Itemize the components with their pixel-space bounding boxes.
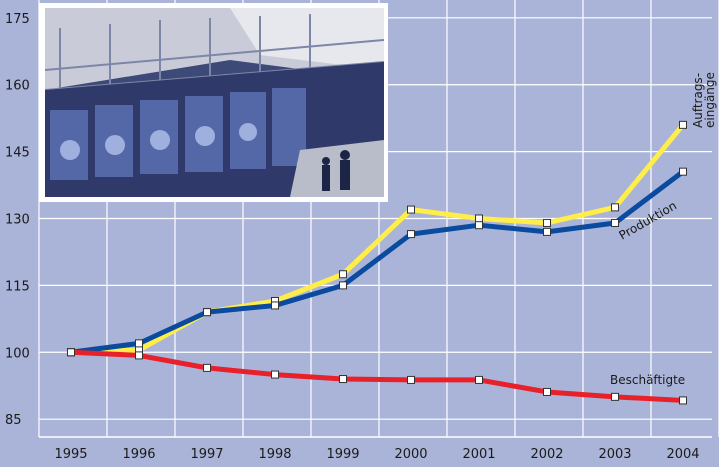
- x-tick-label: 2001: [462, 447, 495, 462]
- y-tick-label: 100: [5, 346, 30, 361]
- data-point: [67, 348, 75, 357]
- data-point: [135, 339, 143, 348]
- data-point: [407, 205, 415, 214]
- data-point: [543, 218, 551, 227]
- series-label: Auftrags-eingänge: [691, 72, 717, 128]
- data-point: [679, 120, 687, 129]
- data-point: [135, 351, 143, 360]
- x-tick-label: 1996: [122, 447, 155, 462]
- markers-layer: [67, 120, 687, 405]
- x-tick-label: 2003: [598, 447, 631, 462]
- x-tick-label: 2000: [394, 447, 427, 462]
- data-point: [475, 214, 483, 223]
- series-label-text: eingänge: [703, 72, 717, 128]
- data-point: [679, 167, 687, 176]
- series-label-text: Beschäftigte: [610, 373, 685, 387]
- x-tick-label: 2002: [530, 447, 563, 462]
- data-point: [543, 387, 551, 396]
- data-point: [611, 203, 619, 212]
- y-tick-label: 160: [5, 79, 30, 94]
- series-label: Beschäftigte: [610, 373, 685, 387]
- printing-press-photo: [39, 3, 388, 202]
- x-tick-label: 1998: [258, 447, 291, 462]
- y-tick-label: 145: [5, 146, 30, 161]
- y-tick-label: 115: [5, 279, 30, 294]
- series-label-text: Produktion: [617, 198, 680, 242]
- data-point: [203, 308, 211, 317]
- series-layer: [68, 122, 686, 403]
- data-point: [611, 218, 619, 227]
- data-point: [271, 301, 279, 310]
- data-point: [407, 375, 415, 384]
- x-tick-label: 1995: [54, 447, 87, 462]
- x-tick-label: 1997: [190, 447, 223, 462]
- data-point: [543, 227, 551, 236]
- data-point: [679, 396, 687, 405]
- data-point: [203, 363, 211, 372]
- series-line: [68, 349, 686, 403]
- data-point: [339, 270, 347, 279]
- data-point: [339, 375, 347, 384]
- series-label-text: Auftrags-: [691, 73, 705, 128]
- x-tick-label: 1999: [326, 447, 359, 462]
- x-tick-label: 2004: [666, 447, 699, 462]
- data-point: [271, 370, 279, 379]
- data-point: [407, 230, 415, 239]
- y-tick-label: 130: [5, 213, 30, 228]
- y-tick-label: 175: [5, 12, 30, 27]
- series-line: [68, 169, 686, 355]
- data-point: [339, 281, 347, 290]
- series-label: Produktion: [617, 198, 680, 242]
- series-line: [68, 122, 686, 355]
- y-tick-label: 85: [5, 413, 22, 428]
- data-point: [475, 375, 483, 384]
- data-point: [611, 392, 619, 401]
- data-point: [475, 221, 483, 230]
